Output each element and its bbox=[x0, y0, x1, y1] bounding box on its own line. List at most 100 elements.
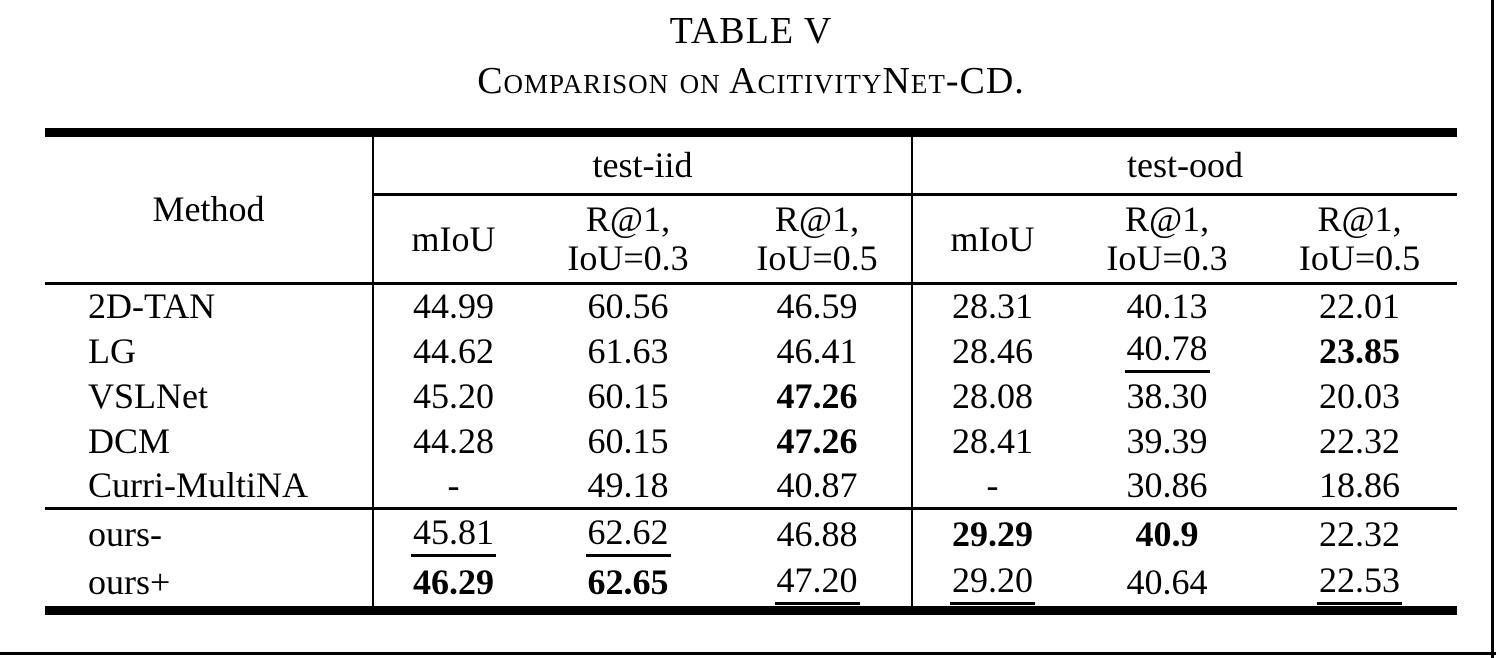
cell-value: 22.32 bbox=[1262, 419, 1457, 464]
cell-value: - bbox=[372, 463, 533, 509]
value: 60.15 bbox=[587, 420, 669, 461]
cell-value: 22.01 bbox=[1262, 284, 1457, 329]
table-header: Method test-iid test-ood mIoU R@1, IoU=0… bbox=[45, 132, 1458, 285]
group-header-row: Method test-iid test-ood bbox=[45, 132, 1458, 285]
value: 39.39 bbox=[1126, 420, 1208, 461]
col-header-iid-r1-03: R@1, IoU=0.3 bbox=[533, 194, 723, 285]
cell-value: 60.15 bbox=[533, 419, 723, 464]
table-row: 2D-TAN 44.99 60.56 46.59 28.31 40.13 22.01 bbox=[45, 283, 1457, 329]
cell-value: 40.78 bbox=[1072, 329, 1262, 374]
cell-value: 46.29 bbox=[372, 559, 533, 611]
value: 28.46 bbox=[952, 330, 1034, 371]
value: - bbox=[986, 464, 999, 505]
table-title: Comparison on AcitivityNet-CD. bbox=[477, 60, 1025, 102]
page-border-bottom bbox=[0, 652, 1496, 655]
table-number: TABLE V bbox=[669, 10, 833, 52]
table-row: ours+ 46.29 62.65 47.20 29.20 40.64 22.53 bbox=[45, 559, 1457, 611]
cell-value: 40.64 bbox=[1072, 560, 1262, 611]
cell-value: 47.26 bbox=[723, 419, 912, 464]
group-header-test-ood: test-ood bbox=[911, 132, 1458, 196]
underlined-value: 40.78 bbox=[1124, 330, 1210, 373]
cell-value: 38.30 bbox=[1072, 374, 1262, 419]
cell-value: 60.56 bbox=[533, 284, 723, 329]
value: 30.86 bbox=[1126, 464, 1208, 505]
cell-value: 62.62 bbox=[533, 507, 723, 560]
col-header-ood-r1-05: R@1, IoU=0.5 bbox=[1262, 194, 1458, 285]
cell-value: 46.59 bbox=[723, 284, 912, 329]
cell-value: 47.20 bbox=[723, 560, 912, 611]
cell-value: 60.15 bbox=[533, 374, 723, 419]
col-header-iid-r1-05: R@1, IoU=0.5 bbox=[723, 194, 913, 285]
method-name: ours- bbox=[45, 507, 373, 560]
value: 44.99 bbox=[413, 286, 494, 327]
table-row: LG 44.62 61.63 46.41 28.46 40.78 23.85 bbox=[45, 328, 1457, 374]
cell-value: 23.85 bbox=[1262, 329, 1457, 374]
underlined-value: 62.62 bbox=[585, 514, 671, 557]
method-name: DCM bbox=[88, 420, 171, 461]
value: 60.56 bbox=[587, 286, 669, 327]
underlined-value: 45.81 bbox=[411, 514, 496, 557]
method-header: Method bbox=[45, 132, 373, 285]
cell-value: 39.39 bbox=[1072, 419, 1262, 464]
cell-value: - bbox=[911, 463, 1073, 509]
value: 49.18 bbox=[587, 464, 669, 505]
value: 60.15 bbox=[587, 375, 669, 416]
value: 20.03 bbox=[1319, 375, 1401, 416]
value: 40.13 bbox=[1126, 286, 1208, 327]
cell-value: 29.29 bbox=[911, 507, 1073, 560]
table-row: DCM 44.28 60.15 47.26 28.41 39.39 22.32 bbox=[45, 418, 1457, 464]
value: 44.62 bbox=[413, 330, 494, 371]
table-row: ours- 45.81 62.62 46.88 29.29 40.9 22.32 bbox=[45, 507, 1458, 560]
bold-value: 29.29 bbox=[952, 514, 1034, 555]
cell-value: 22.32 bbox=[1262, 507, 1458, 560]
bold-value: 40.9 bbox=[1135, 514, 1199, 555]
cell-value: 46.88 bbox=[723, 507, 913, 560]
comparison-table: Method test-iid test-ood mIoU R@1, IoU=0… bbox=[45, 128, 1458, 615]
method-name: ours+ bbox=[88, 562, 171, 603]
method-name: LG bbox=[88, 330, 136, 371]
value: 61.63 bbox=[587, 330, 669, 371]
value: 46.41 bbox=[776, 330, 858, 371]
cell-value: 30.86 bbox=[1072, 464, 1262, 509]
value: 22.32 bbox=[1319, 514, 1401, 555]
method-name: VSLNet bbox=[88, 375, 208, 416]
cell-value: 62.65 bbox=[533, 560, 723, 611]
bold-value: 62.65 bbox=[587, 562, 669, 603]
cell-value: 44.99 bbox=[372, 283, 533, 329]
bold-value: 46.29 bbox=[413, 562, 494, 603]
value: 40.87 bbox=[776, 464, 858, 505]
cell-value: 18.86 bbox=[1262, 464, 1457, 509]
value: 46.59 bbox=[776, 286, 858, 327]
cell-value: 28.31 bbox=[911, 283, 1073, 329]
cell-value: 40.87 bbox=[723, 464, 912, 509]
table-row: Curri-MultiNA - 49.18 40.87 - 30.86 18.86 bbox=[45, 463, 1457, 509]
cell-value: 44.62 bbox=[372, 328, 533, 374]
value: 44.28 bbox=[413, 420, 494, 461]
underlined-value: 29.20 bbox=[950, 562, 1036, 605]
bold-value: 23.85 bbox=[1319, 330, 1401, 371]
bold-value: 47.26 bbox=[776, 375, 858, 416]
cell-value: 61.63 bbox=[533, 329, 723, 374]
table-row: VSLNet 45.20 60.15 47.26 28.08 38.30 20.03 bbox=[45, 373, 1457, 419]
value: 40.64 bbox=[1126, 562, 1208, 603]
cell-value: 28.08 bbox=[911, 373, 1073, 419]
page-border-right bbox=[1491, 0, 1494, 658]
cell-value: 28.41 bbox=[911, 418, 1073, 464]
value: - bbox=[447, 464, 460, 505]
cell-value: 20.03 bbox=[1262, 374, 1457, 419]
method-name: 2D-TAN bbox=[88, 286, 216, 327]
cell-value: 40.9 bbox=[1072, 507, 1263, 560]
column-header-row: mIoU R@1, IoU=0.3 R@1, IoU=0.5 mIoU R@1,… bbox=[45, 194, 1458, 285]
cell-value: 22.53 bbox=[1262, 560, 1457, 611]
col-header-ood-miou: mIoU bbox=[911, 194, 1073, 285]
cell-value: 40.13 bbox=[1072, 284, 1262, 329]
cell-value: 29.20 bbox=[911, 559, 1073, 611]
value: 38.30 bbox=[1126, 375, 1208, 416]
value: 28.41 bbox=[952, 420, 1034, 461]
underlined-value: 22.53 bbox=[1317, 562, 1403, 605]
value: 28.08 bbox=[952, 375, 1034, 416]
col-header-iid-miou: mIoU bbox=[372, 194, 533, 285]
cell-value: 44.28 bbox=[372, 418, 533, 464]
underlined-value: 47.20 bbox=[774, 562, 860, 605]
